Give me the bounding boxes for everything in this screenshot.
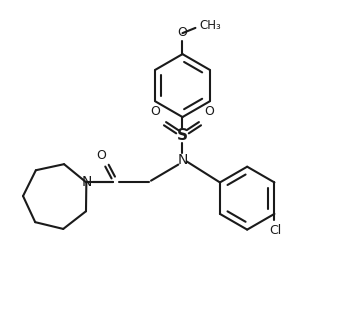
Text: N: N xyxy=(177,153,188,167)
Text: Cl: Cl xyxy=(269,224,281,237)
Text: CH₃: CH₃ xyxy=(199,19,221,32)
Text: O: O xyxy=(96,149,106,162)
Text: O: O xyxy=(178,26,187,39)
Text: N: N xyxy=(81,176,92,190)
Text: S: S xyxy=(177,128,188,143)
Text: O: O xyxy=(151,105,160,118)
Text: O: O xyxy=(205,105,214,118)
